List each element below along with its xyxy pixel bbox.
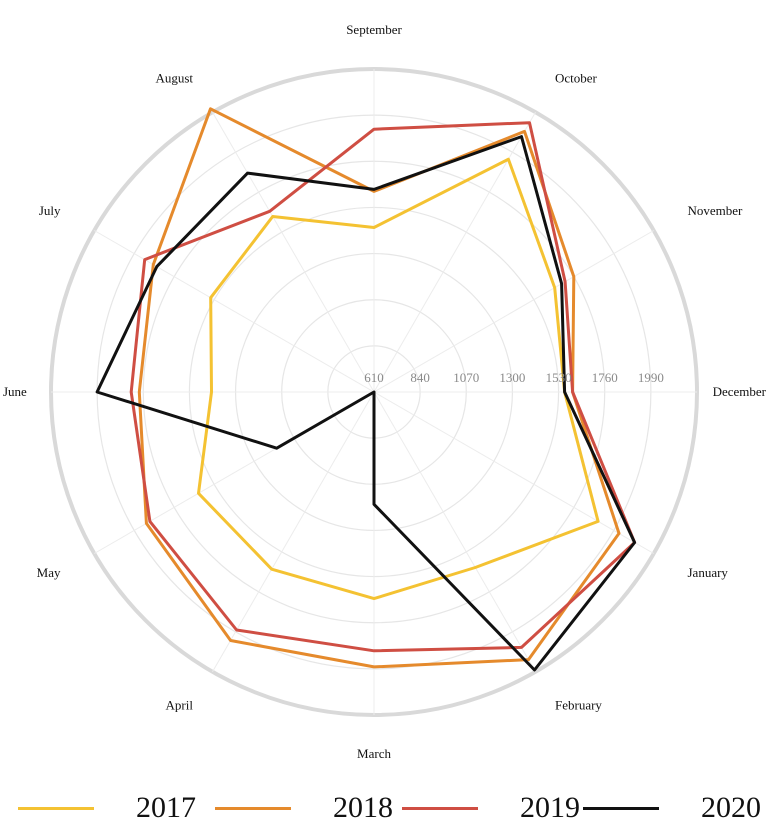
legend-item-2017: 2017 [18,788,196,828]
legend-label: 2017 [136,791,196,824]
grid-spoke [212,112,375,393]
legend-item-2018: 2018 [215,788,393,828]
month-label-november: November [688,203,744,218]
series-layer [95,107,637,672]
radial-tick-label: 1760 [592,370,618,385]
month-label-july: July [39,203,61,218]
radial-tick-label: 1300 [499,370,525,385]
radial-tick-label: 1990 [638,370,664,385]
legend-swatch [402,806,478,810]
month-label-september: September [346,22,402,37]
month-label-march: March [357,746,391,761]
radial-tick-label: 1070 [453,370,479,385]
month-label-february: February [555,698,602,713]
month-label-june: June [3,384,27,399]
legend-item-2020: 2020 [583,788,761,828]
month-label-october: October [555,70,598,85]
grid-spoke [373,230,654,393]
grid-spoke [212,391,375,672]
month-label-april: April [166,698,194,713]
month-label-may: May [37,565,61,580]
label-layer: 610 840 1070 1300 1530 1760 1990 September Octob… [3,22,767,761]
month-label-january: January [688,565,729,580]
grid-spoke [373,112,536,393]
legend-label: 2018 [333,791,393,824]
series-line-2018 [137,107,621,669]
radial-tick-label: 610 [364,370,384,385]
legend: 2017 2018 2019 2020 [0,788,769,828]
legend-swatch [18,806,94,810]
grid-spoke [373,391,536,672]
series-line-2017 [197,157,600,601]
legend-swatch [215,806,291,810]
series-line-2020 [95,135,637,672]
grid-spoke [94,230,375,393]
legend-label: 2020 [701,791,761,824]
month-label-august: August [155,70,193,85]
legend-label: 2019 [520,791,580,824]
radial-tick-label: 1530 [546,370,572,385]
radial-tick-label: 840 [410,370,430,385]
month-label-december: December [713,384,767,399]
legend-swatch [583,806,659,810]
legend-item-2019: 2019 [402,788,580,828]
grid-spoke [373,391,654,554]
series-line-2019 [129,121,637,653]
